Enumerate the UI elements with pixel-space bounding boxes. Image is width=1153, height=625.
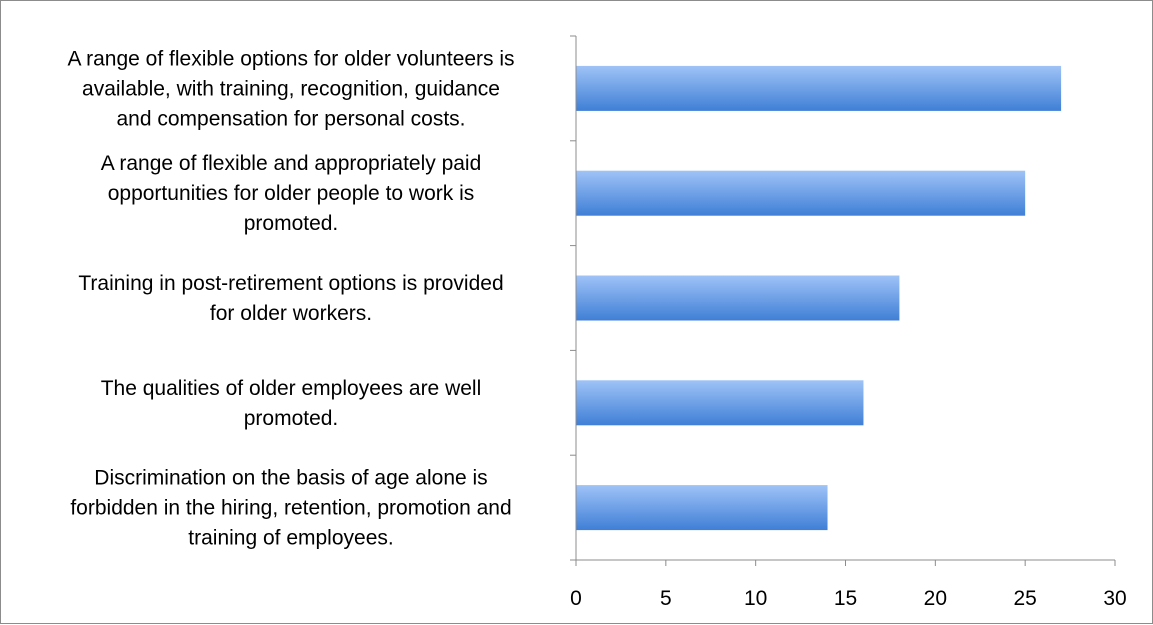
category-label-line: Training in post-retirement options is p… (78, 272, 503, 295)
category-label-line: Discrimination on the basis of age alone… (94, 467, 487, 490)
category-label-line: and compensation for personal costs. (116, 107, 465, 130)
category-label-3: Training in post-retirement options is p… (78, 272, 503, 325)
category-label-2: A range of flexible and appropriately pa… (101, 152, 482, 235)
bar-5 (576, 485, 828, 530)
x-tick-label: 10 (744, 587, 767, 610)
category-label-line: promoted. (244, 407, 339, 430)
category-label-1: A range of flexible options for older vo… (67, 47, 514, 130)
x-tick-label: 20 (924, 587, 947, 610)
category-label-line: for older workers. (210, 302, 372, 325)
category-label-line: available, with training, recognition, g… (82, 77, 500, 100)
category-label-line: A range of flexible and appropriately pa… (101, 152, 482, 175)
category-label-line: promoted. (244, 212, 339, 235)
category-label-line: A range of flexible options for older vo… (67, 47, 514, 70)
category-label-line: The qualities of older employees are wel… (101, 377, 482, 400)
x-tick-label: 5 (660, 587, 672, 610)
category-label-line: opportunities for older people to work i… (108, 182, 475, 205)
x-tick-label: 25 (1013, 587, 1036, 610)
category-label-4: The qualities of older employees are wel… (101, 377, 482, 430)
x-tick-labels: 0 5 10 15 20 25 30 (570, 587, 1127, 610)
category-label-line: training of employees. (188, 527, 393, 550)
category-label-5: Discrimination on the basis of age alone… (70, 467, 511, 550)
x-tick-label: 30 (1103, 587, 1126, 610)
bar-1 (576, 66, 1061, 111)
bar-4 (576, 380, 863, 425)
bar-2 (576, 171, 1025, 216)
x-tick-label: 0 (570, 587, 582, 610)
category-label-line: forbidden in the hiring, retention, prom… (70, 497, 511, 520)
category-labels: A range of flexible options for older vo… (67, 47, 514, 549)
x-tick-label: 15 (834, 587, 857, 610)
bars-layer (576, 66, 1061, 530)
bar-3 (576, 276, 899, 321)
